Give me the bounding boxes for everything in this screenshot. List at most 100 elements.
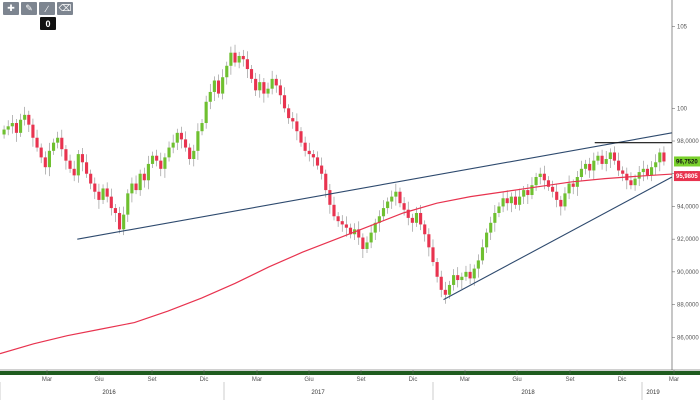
candle — [551, 180, 555, 198]
candle — [179, 126, 183, 149]
upper-trendline — [77, 132, 673, 240]
candle — [427, 228, 431, 257]
candle — [423, 220, 427, 242]
candle-body — [258, 82, 262, 91]
candle-body — [592, 160, 596, 171]
candle-body — [542, 173, 546, 181]
candle — [633, 174, 637, 191]
candle-body — [122, 214, 126, 230]
candle-body — [64, 149, 68, 161]
candle-body — [31, 124, 35, 138]
candle-body — [237, 55, 241, 63]
candle-body — [262, 82, 266, 94]
candle-body — [171, 142, 175, 148]
candle-body — [233, 52, 237, 63]
candle-body — [530, 185, 534, 195]
candle — [579, 160, 584, 182]
candle-body — [608, 152, 612, 160]
brush-tool-button[interactable]: ∕ — [39, 2, 55, 15]
candle-body — [493, 212, 497, 223]
candle-body — [212, 80, 216, 92]
candle-body — [126, 193, 130, 215]
candle — [130, 177, 134, 203]
candle — [592, 152, 596, 180]
candle — [654, 154, 658, 175]
candle-body — [571, 183, 575, 187]
candle-body — [596, 155, 600, 161]
candle — [645, 164, 650, 180]
x-month-label: Set — [565, 377, 574, 383]
candle — [216, 74, 221, 98]
candle — [175, 128, 179, 151]
candle-body — [344, 224, 348, 228]
moving-average-line — [0, 173, 673, 355]
x-month-label: Dic — [618, 377, 627, 383]
brush-icon: ∕ — [46, 3, 48, 14]
candle-body — [192, 150, 196, 160]
candle-body — [10, 123, 14, 127]
current-price-text: 96,7520 — [676, 159, 698, 165]
y-tick-label: 100 — [677, 106, 688, 112]
candle-body — [654, 162, 658, 168]
candle-body — [501, 198, 505, 207]
candle — [419, 204, 423, 231]
candle — [68, 154, 72, 173]
x-month-label: Dic — [409, 377, 418, 383]
candle-body — [612, 152, 617, 161]
candle — [109, 188, 113, 216]
x-month-label: Mar — [669, 377, 679, 383]
candle — [295, 113, 299, 141]
x-year-label: 2016 — [102, 390, 116, 396]
candle-body — [563, 193, 567, 207]
candle-body — [600, 155, 604, 164]
candle-body — [2, 129, 6, 135]
candle-body — [402, 203, 406, 210]
candle — [101, 184, 105, 204]
candle — [394, 183, 398, 206]
pencil-icon: ✎ — [25, 3, 33, 13]
candle — [344, 216, 348, 237]
candle-body — [489, 222, 493, 233]
candle — [72, 160, 76, 182]
candle — [146, 155, 150, 190]
candle-body — [241, 55, 245, 60]
x-month-label: Giu — [512, 377, 521, 383]
candle-body — [336, 216, 340, 222]
candle — [23, 106, 27, 126]
candle — [138, 169, 142, 196]
candle-body — [505, 198, 509, 204]
candle-body — [406, 209, 410, 218]
candle-body — [183, 139, 188, 148]
x-year-label: 2019 — [646, 390, 660, 396]
candle-body — [604, 159, 608, 164]
candle — [155, 149, 159, 167]
candle-body — [526, 190, 530, 195]
candle — [249, 64, 254, 83]
candle — [274, 74, 278, 93]
ma-price-text: 95,9805 — [676, 174, 698, 180]
candle — [361, 233, 365, 258]
candles-layer — [2, 44, 666, 304]
candle-body — [373, 222, 377, 233]
pencil-tool-button[interactable]: ✎ — [21, 2, 37, 15]
y-axis: 10510098,000096,000094,000092,000090,000… — [671, 0, 700, 370]
candle-body — [56, 137, 60, 143]
candle — [171, 134, 175, 154]
candle — [608, 148, 612, 169]
candle-body — [419, 212, 423, 225]
crosshair-tool-button[interactable]: ✚ — [3, 2, 19, 15]
candle-body — [476, 260, 480, 269]
eraser-tool-button[interactable]: ⌫ — [57, 2, 73, 15]
candle — [493, 204, 497, 232]
candle — [183, 131, 188, 152]
candle-body — [427, 234, 431, 248]
candle — [303, 136, 307, 157]
x-month-label: Mar — [460, 377, 470, 383]
candle — [167, 141, 171, 162]
candle — [237, 51, 241, 69]
candle — [200, 118, 204, 136]
candle — [357, 221, 361, 245]
candle-body — [315, 157, 320, 166]
candle-body — [621, 170, 625, 174]
